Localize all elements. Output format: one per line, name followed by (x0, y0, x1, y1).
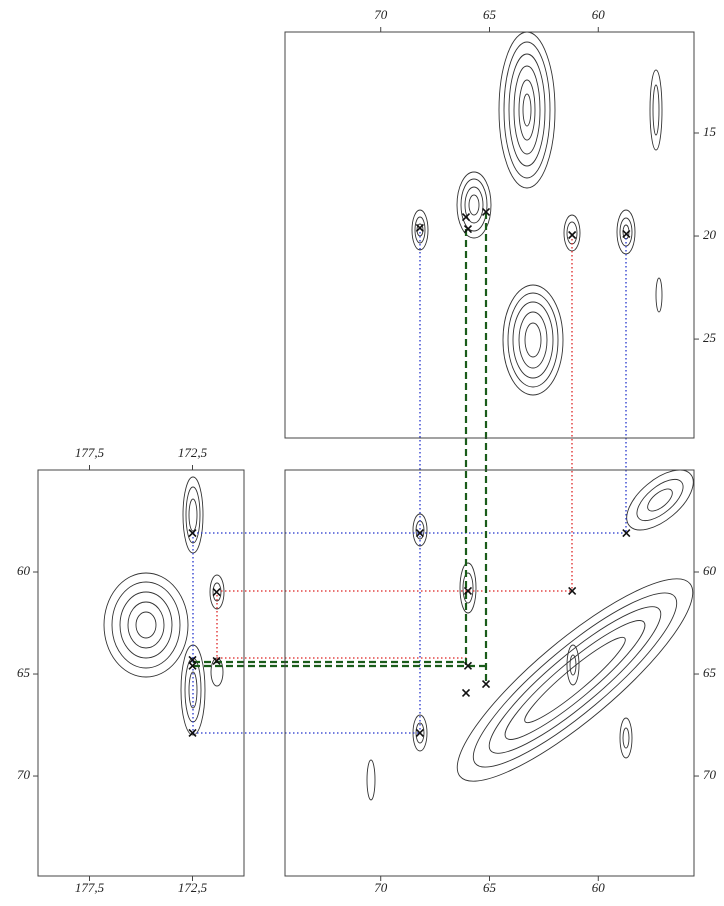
y-tick-label: 25 (703, 330, 717, 345)
x-tick-label: 70 (374, 880, 388, 895)
x-tick-label: 177,5 (75, 445, 105, 460)
contours (103, 31, 694, 801)
peak-marker (188, 728, 197, 738)
peak-marker (188, 661, 197, 670)
x-tick-label: 65 (483, 7, 497, 22)
panel-frame (284, 31, 695, 439)
y-tick-label: 20 (703, 227, 717, 242)
peak-marker (463, 661, 473, 670)
peak-marker (212, 587, 221, 597)
x-tick-label: 65 (483, 880, 497, 895)
panel-frame (284, 469, 695, 877)
peak-marker (463, 224, 473, 234)
peak-marker (481, 207, 491, 216)
y-tick-label: 60 (17, 563, 31, 578)
x-tick-label: 60 (592, 7, 606, 22)
x-tick-label: 172,5 (178, 880, 208, 895)
peak-marker (463, 586, 473, 596)
peak-marker (568, 230, 577, 240)
peak-marker (415, 528, 424, 538)
x-tick-label: 177,5 (75, 880, 105, 895)
x-tick-label: 172,5 (178, 445, 208, 460)
x-tick-label: 70 (374, 7, 388, 22)
peak-marker (212, 656, 221, 666)
peak-marker (415, 728, 424, 738)
y-tick-label: 60 (703, 563, 717, 578)
peak-marker (622, 528, 631, 538)
peak-marker (461, 213, 471, 222)
y-tick-label: 15 (703, 124, 717, 139)
peak-marker (415, 223, 424, 233)
y-tick-label: 65 (703, 665, 717, 680)
panel-frame (37, 469, 245, 877)
peak-marker (188, 655, 197, 665)
peak-marker (188, 528, 197, 538)
y-tick-label: 65 (17, 665, 31, 680)
peak-marker (481, 679, 491, 689)
x-tick-label: 60 (592, 880, 606, 895)
peak-marker (568, 586, 577, 596)
y-tick-label: 70 (703, 767, 717, 782)
correlation-lines (192, 212, 627, 734)
peak-marker (461, 688, 471, 698)
peak-marker (622, 229, 631, 239)
y-tick-label: 70 (17, 767, 31, 782)
